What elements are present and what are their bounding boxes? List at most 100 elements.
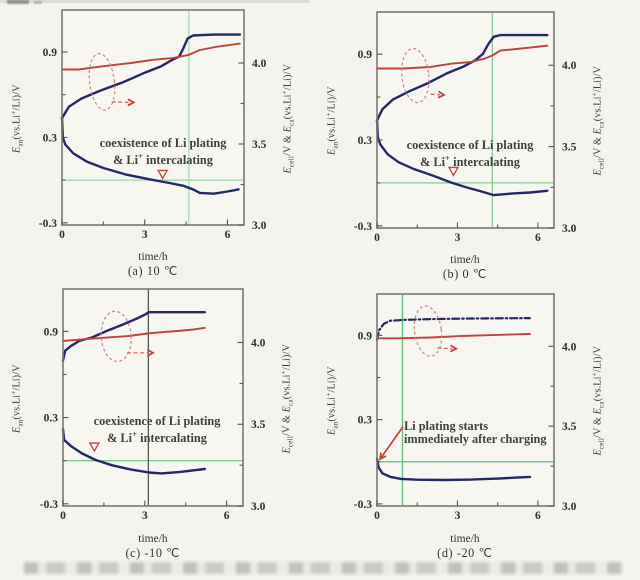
axis-ticks: [61, 51, 244, 226]
y-right-tick-label: 4.0: [562, 60, 577, 72]
y-left-tick-label: -0.3: [40, 499, 58, 511]
x-tick-label: 3: [455, 232, 461, 244]
y-left-tick-label: 0.3: [358, 135, 373, 147]
series-anode-potential: [60, 116, 240, 195]
axis-ticks: [376, 53, 554, 229]
series-anode-potential: [375, 457, 532, 482]
x-tick-label: 0: [374, 510, 380, 522]
series-cell-voltage: [61, 311, 207, 362]
y-left-tick-label: -0.3: [354, 221, 372, 233]
caption-b: (b) 0 ℃: [442, 267, 488, 281]
annotation-text-d: Li plating starts immediately after char…: [404, 420, 547, 446]
y-right-tick-label: 4.0: [251, 337, 266, 349]
y-left-tick-label: 0.3: [43, 132, 58, 144]
plating-onset-marker: [447, 166, 460, 177]
axis-ticks: [376, 334, 554, 507]
axis-tick-labels: 0 3 6 0.9 0.3 -0.3 4.0 3.5 3.0: [354, 49, 577, 244]
subplot-b: 0 3 6 0.9 0.3 -0.3 4.0 3.5 3.0: [354, 11, 577, 244]
annotation-line: coexistence of Li plating: [93, 414, 221, 428]
annotation-line: coexistence of Li plating: [99, 136, 227, 150]
annotation-line: & Li+ intercalating: [107, 429, 207, 446]
annotation-line: coexistence of Li plating: [406, 138, 534, 152]
x-tick-label: 0: [59, 229, 65, 241]
y-left-tick-label: 0.9: [358, 49, 373, 61]
caption-a: (a) 10 ℃: [127, 264, 179, 278]
y-left-tick-label: -0.3: [354, 499, 372, 511]
y-right-tick-label: 4.0: [252, 58, 267, 70]
axis-ticks: [62, 330, 243, 507]
annotation-line: immediately after charging: [404, 432, 547, 446]
arrow-head: [146, 348, 155, 357]
axis-tick-labels: 0 3 6 0.9 0.3 -0.3 4.0 3.5 3.0: [354, 330, 577, 522]
x-axis-label-d: time/h: [450, 533, 480, 545]
subplot-a: 0 3 6 0.9 0.3 -0.3 4.0 3.5 3.0: [39, 9, 267, 241]
annotation-arrow-solid: [379, 426, 404, 460]
y-right-tick-label: 3.5: [562, 142, 577, 154]
annotation-line: Li plating starts: [404, 419, 489, 433]
arrow-head: [379, 452, 387, 461]
y-right-tick-label: 3.5: [252, 139, 267, 151]
plot-area: [63, 289, 243, 506]
y-right-tick-label: 3.5: [562, 421, 577, 433]
series-cell-voltage: [60, 33, 242, 120]
annotation-arrow-dashed: [430, 93, 441, 96]
subplot-d: 0 3 6 0.9 0.3 -0.3 4.0 3.5 3.0: [354, 293, 577, 522]
y-right-tick-label: 3.0: [562, 223, 577, 235]
axis-tick-labels: 0 3 6 0.9 0.3 -0.3 4.0 3.5 3.0: [39, 47, 267, 241]
axis-tick-labels: 0 3 6 0.9 0.3 -0.3 4.0 3.5 3.0: [40, 326, 266, 522]
series-cell-voltage: [375, 317, 532, 341]
series-cathode-potential: [61, 42, 241, 71]
series-cathode-potential: [376, 44, 549, 70]
annotation-ellipse: [100, 310, 132, 363]
arrow-head: [437, 90, 446, 99]
x-tick-label: 3: [455, 510, 461, 522]
plot-area: [377, 12, 554, 228]
y-left-tick-label: 0.9: [358, 330, 373, 342]
x-axis-label-b: time/h: [450, 254, 480, 266]
plot-area: [62, 10, 244, 225]
annotation-ellipse: [88, 52, 116, 111]
annotation-text-b: coexistence of Li plating & Li+ intercal…: [407, 139, 534, 169]
x-tick-label: 0: [60, 510, 66, 522]
y-right-tick-label: 3.0: [562, 501, 577, 513]
series-cathode-potential: [62, 326, 206, 342]
y-right-tick-label: 4.0: [562, 341, 577, 353]
series-anode-potential: [61, 427, 207, 475]
x-tick-label: 3: [142, 229, 148, 241]
plot-area: [377, 294, 554, 506]
y-right-tick-label: 3.0: [251, 501, 266, 513]
plating-onset-marker: [88, 442, 100, 453]
annotation-text-c: coexistence of Li plating & Li+ intercal…: [94, 415, 221, 445]
y-left-tick-label: 0.9: [44, 326, 59, 338]
arrow-head: [127, 98, 136, 107]
x-axis-label-a: time/h: [138, 251, 168, 263]
x-tick-label: 0: [374, 232, 380, 244]
y-left-tick-label: 0.9: [43, 47, 58, 59]
arrow-head: [449, 344, 458, 353]
x-tick-label: 3: [142, 510, 148, 522]
plot-frame: [376, 11, 555, 229]
y-right-tick-label: 3.5: [251, 419, 266, 431]
annotation-arrow-dashed: [111, 101, 130, 104]
annotation-arrow-dashed: [437, 347, 453, 350]
plot-frame: [62, 288, 244, 507]
caption-d: (d) -20 ℃: [437, 546, 493, 560]
annotation-line: & Li+ intercalating: [113, 151, 213, 168]
caption-c: (c) -10 ℃: [125, 546, 181, 560]
series-cell-voltage: [375, 33, 549, 122]
series-anode-potential: [375, 118, 549, 197]
annotation-line: & Li+ intercalating: [420, 153, 520, 170]
plot-frame: [376, 293, 555, 507]
annotation-text-a: coexistence of Li plating & Li+ intercal…: [100, 137, 227, 167]
y-left-tick-label: 0.3: [44, 413, 59, 425]
x-axis-label-c: time/h: [138, 533, 168, 545]
y-left-tick-label: 0.3: [358, 415, 373, 427]
y-right-tick-label: 3.0: [252, 220, 267, 232]
plot-frame: [61, 9, 245, 226]
y-left-tick-label: -0.3: [39, 218, 57, 230]
x-tick-label: 6: [225, 229, 231, 241]
series-cathode-potential: [376, 333, 531, 340]
annotation-ellipse: [413, 305, 443, 357]
